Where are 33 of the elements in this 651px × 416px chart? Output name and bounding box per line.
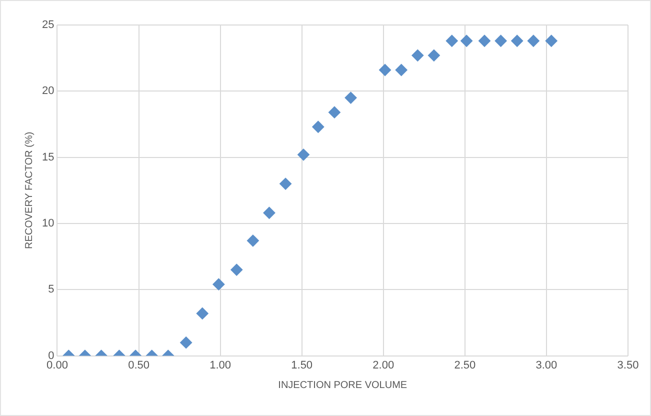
x-tick-label: 1.50: [291, 359, 313, 372]
x-tick-label: 2.00: [372, 359, 394, 372]
y-tick-label: 25: [42, 19, 54, 32]
point: [280, 178, 292, 190]
point: [344, 92, 357, 104]
point: [545, 34, 558, 47]
point: [511, 34, 524, 47]
point: [428, 49, 440, 62]
point: [460, 34, 473, 47]
point: [328, 106, 340, 118]
point: [379, 64, 392, 76]
point: [312, 120, 324, 133]
point: [263, 206, 276, 219]
x-tick-label: 1.00: [210, 359, 232, 372]
point: [412, 49, 424, 62]
y-axis-title: RECOVERY FACTOR (%): [24, 132, 35, 250]
x-tick-label: 3.50: [617, 359, 639, 372]
x-tick-label: 0.00: [46, 359, 68, 372]
y-tick-label: 20: [42, 85, 54, 98]
point: [395, 64, 408, 76]
y-tick-label: 5: [48, 284, 54, 296]
point: [527, 34, 540, 47]
point: [446, 34, 458, 47]
y-tick-label: 15: [42, 151, 54, 164]
x-tick-label: 2.50: [454, 359, 476, 372]
x-tick-label: 3.00: [536, 359, 558, 372]
y-tick-label: 0: [48, 350, 54, 362]
y-tick-label: 10: [42, 218, 54, 230]
point: [494, 34, 507, 47]
point: [297, 148, 310, 161]
x-tick-label: 0.50: [128, 359, 150, 372]
x-axis-title: INJECTION PORE VOLUME: [278, 380, 408, 391]
point: [478, 34, 490, 47]
